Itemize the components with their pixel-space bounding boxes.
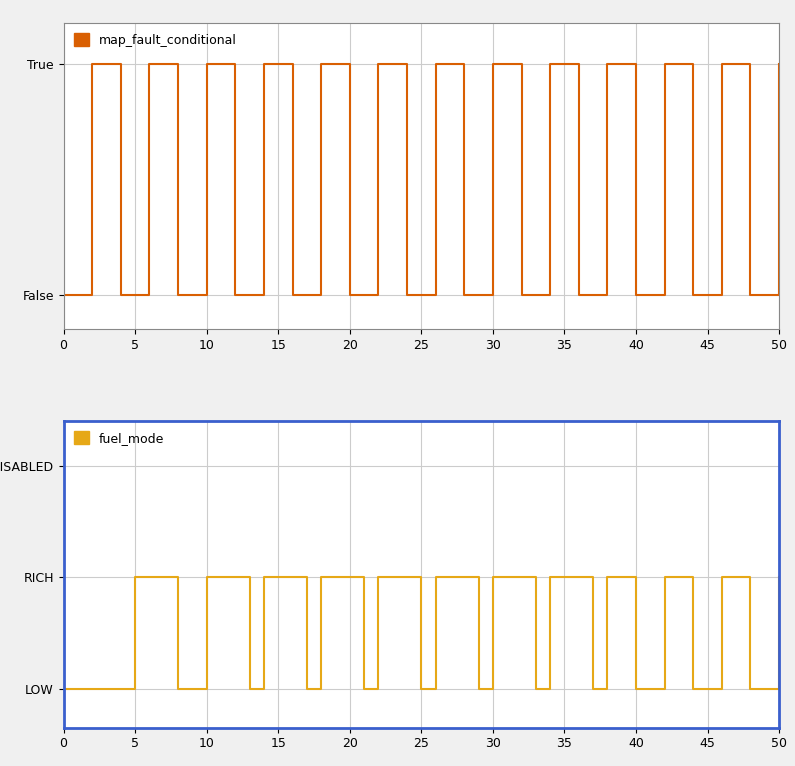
Legend: map_fault_conditional: map_fault_conditional xyxy=(70,29,240,51)
Legend: fuel_mode: fuel_mode xyxy=(70,427,168,449)
